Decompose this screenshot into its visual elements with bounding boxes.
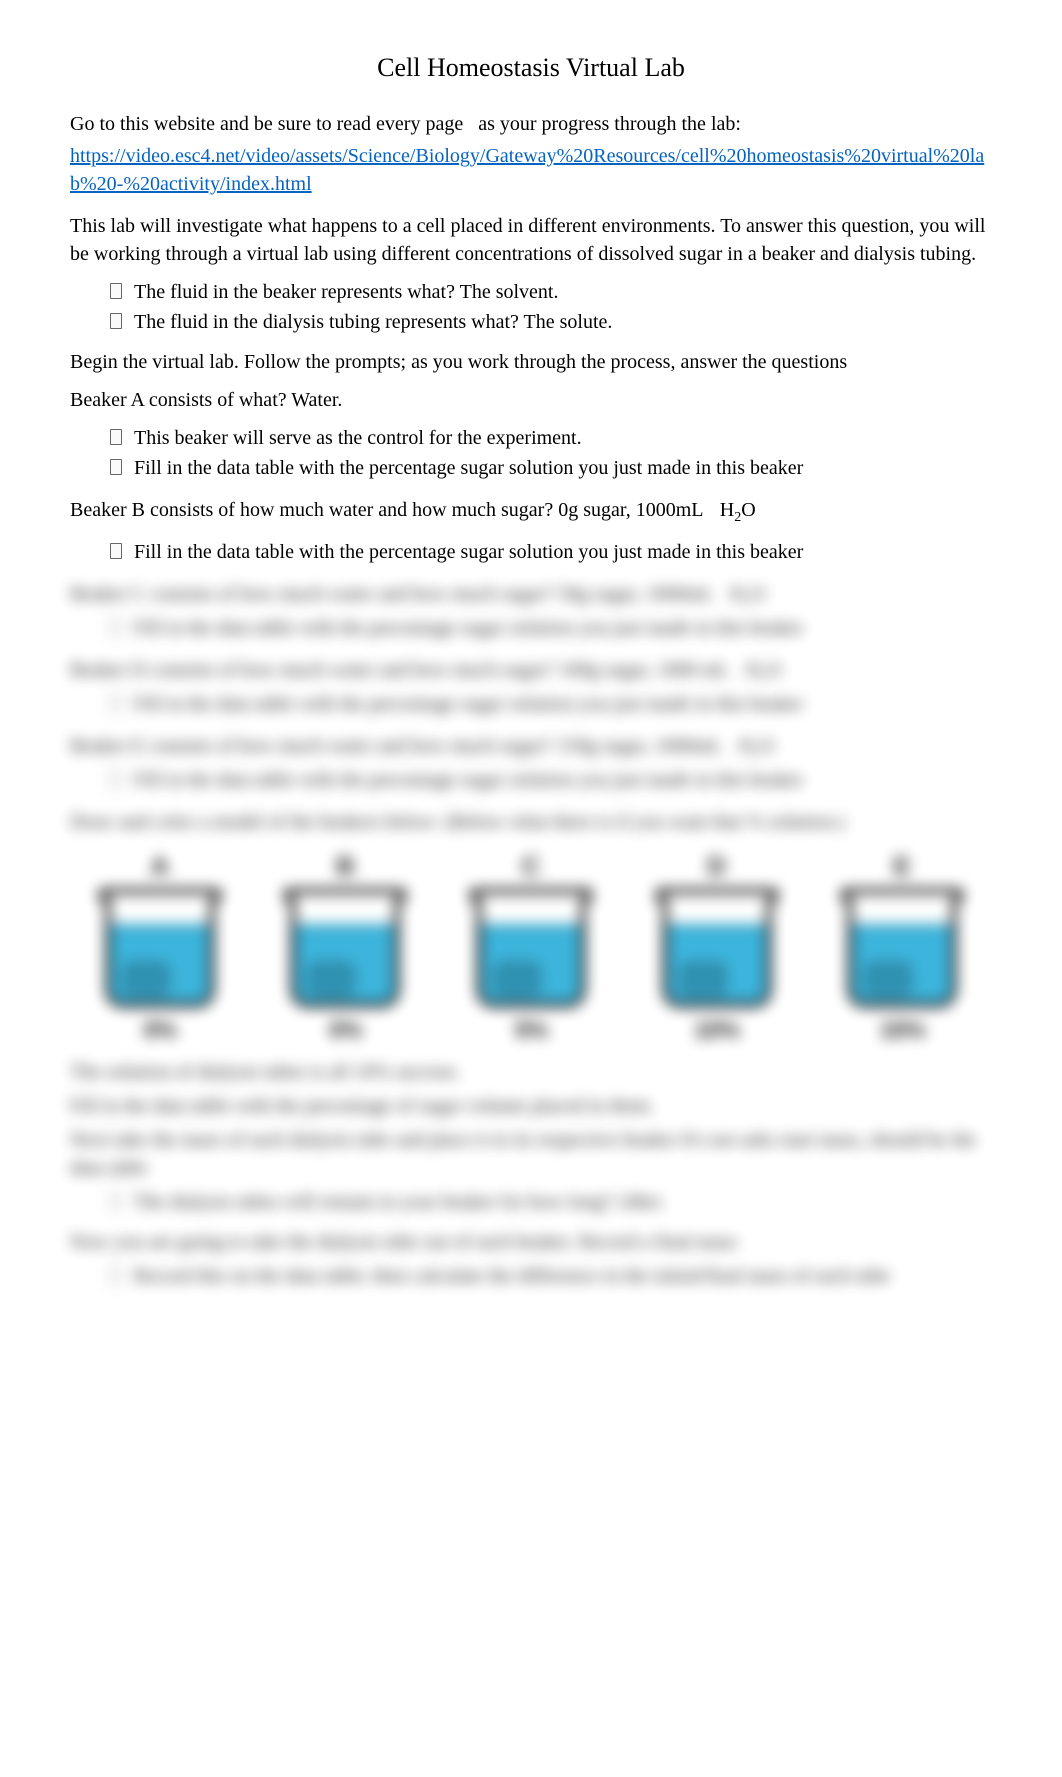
page-title: Cell Homeostasis Virtual Lab (70, 50, 992, 86)
list-item: Fill in the data table with the percenta… (110, 614, 992, 642)
beaker-d-bullets: Fill in the data table with the percenta… (70, 690, 992, 718)
beaker-icon (290, 888, 400, 1008)
list-item: Fill in the data table with the percenta… (110, 766, 992, 794)
beaker-d-text: Beaker D consists of how much water and … (70, 659, 729, 681)
list-item: Record this on the data table; then calc… (110, 1262, 992, 1290)
intro-suffix: as your progress through the lab: (478, 113, 741, 135)
post-bullets: The dialysis tubes will remain in your b… (70, 1188, 992, 1216)
beaker-d-question: Beaker D consists of how much water and … (70, 656, 992, 684)
list-item: Fill in the data table with the percenta… (110, 538, 992, 566)
formula-h: H (720, 499, 734, 521)
fluid-question-list: The fluid in the beaker represents what?… (70, 278, 992, 336)
beakers-illustration: A 0% B 0% C 5% D 10% E 15% (70, 848, 992, 1048)
list-item: The fluid in the dialysis tubing represe… (110, 308, 992, 336)
beaker-letter: A (150, 848, 169, 884)
beaker-letter: E (894, 848, 911, 884)
beaker-illustration: E 15% (812, 848, 992, 1048)
list-item: Fill in the data table with the percenta… (110, 690, 992, 718)
lab-link-paragraph: https://video.esc4.net/video/assets/Scie… (70, 142, 992, 198)
list-item: The dialysis tubes will remain in your b… (110, 1188, 992, 1216)
lab-link[interactable]: https://video.esc4.net/video/assets/Scie… (70, 145, 984, 195)
post-line: The solution of dialysis tubes is all 10… (70, 1058, 992, 1086)
beaker-percent-label: 10% (694, 1014, 739, 1048)
beaker-letter: C (522, 848, 541, 884)
beaker-c-bullets: Fill in the data table with the percenta… (70, 614, 992, 642)
beaker-e-bullets: Fill in the data table with the percenta… (70, 766, 992, 794)
beaker-c-text: Beaker C consists of how much water and … (70, 583, 713, 605)
beaker-b-text: Beaker B consists of how much water and … (70, 499, 703, 521)
post-bullets: Record this on the data table; then calc… (70, 1262, 992, 1290)
beaker-icon (476, 888, 586, 1008)
beaker-icon (105, 888, 215, 1008)
beaker-a-section: Beaker A consists of what? Water. This b… (70, 386, 992, 482)
beaker-letter: D (707, 848, 726, 884)
beaker-icon (847, 888, 957, 1008)
beaker-percent-label: 5% (515, 1014, 548, 1048)
beaker-b-bullets: Fill in the data table with the percenta… (70, 538, 992, 566)
beaker-illustration: C 5% (441, 848, 621, 1048)
begin-instruction: Begin the virtual lab. Follow the prompt… (70, 348, 992, 376)
beaker-e-text: Beaker E consists of how much water and … (70, 735, 722, 757)
beaker-c-question: Beaker C consists of how much water and … (70, 580, 992, 608)
beaker-a-bullets: This beaker will serve as the control fo… (70, 424, 992, 482)
beaker-a-question: Beaker A consists of what? Water. (70, 386, 992, 414)
chemical-formula: H2O (720, 496, 756, 528)
post-line: Now you are going to take the dialysis t… (70, 1228, 992, 1256)
beaker-icon (662, 888, 772, 1008)
beaker-illustration: B 0% (256, 848, 436, 1048)
beaker-illustration: D 10% (627, 848, 807, 1048)
formula: H₂O (730, 580, 766, 608)
list-item: This beaker will serve as the control fo… (110, 424, 992, 452)
beaker-c-section: Beaker C consists of how much water and … (70, 580, 992, 642)
formula: H₂O (746, 656, 782, 684)
beaker-percent-label: 0% (329, 1014, 362, 1048)
beaker-percent-label: 0% (143, 1014, 176, 1048)
formula: H₂O (739, 732, 775, 760)
beaker-b-question: Beaker B consists of how much water and … (70, 496, 992, 528)
intro-paragraph: Go to this website and be sure to read e… (70, 110, 992, 138)
beaker-e-section: Beaker E consists of how much water and … (70, 732, 992, 794)
lab-description: This lab will investigate what happens t… (70, 212, 992, 268)
formula-o: O (741, 499, 755, 521)
blurred-content: Beaker C consists of how much water and … (70, 580, 992, 1290)
draw-instruction: Draw and color a model of the beakers be… (70, 808, 992, 836)
beaker-d-section: Beaker D consists of how much water and … (70, 656, 992, 718)
beaker-e-question: Beaker E consists of how much water and … (70, 732, 992, 760)
post-line: Next take the mass of each dialysis tube… (70, 1126, 992, 1182)
beaker-b-section: Beaker B consists of how much water and … (70, 496, 992, 566)
beaker-illustration: A 0% (70, 848, 250, 1048)
post-line: Fill in the data table with the percenta… (70, 1092, 992, 1120)
intro-prefix: Go to this website and be sure to read e… (70, 113, 463, 135)
beaker-percent-label: 15% (880, 1014, 925, 1048)
beaker-letter: B (336, 848, 355, 884)
list-item: Fill in the data table with the percenta… (110, 454, 992, 482)
list-item: The fluid in the beaker represents what?… (110, 278, 992, 306)
